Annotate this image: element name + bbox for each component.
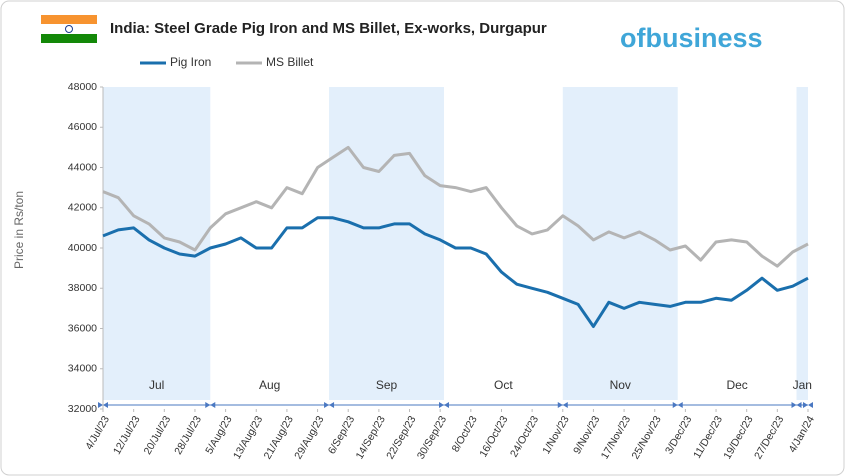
y-tick-label: 34000 <box>68 363 97 375</box>
month-arrow <box>439 402 450 408</box>
chart-title: India: Steel Grade Pig Iron and MS Bille… <box>110 20 547 37</box>
series-line <box>102 145 809 268</box>
month-label: Dec <box>726 378 747 392</box>
month-arrow <box>557 402 568 408</box>
y-tick-label: 32000 <box>68 403 97 415</box>
flag <box>41 15 97 43</box>
y-tick-label: 38000 <box>68 282 97 294</box>
month-band <box>329 87 445 400</box>
y-tick-label: 36000 <box>68 322 97 334</box>
month-label: Jan <box>793 378 812 392</box>
month-label: Oct <box>494 378 513 392</box>
y-tick-label: 40000 <box>68 242 97 254</box>
month-band <box>796 87 808 400</box>
month-arrow <box>803 402 813 408</box>
month-label: Aug <box>259 378 280 392</box>
legend-label: MS Billet <box>266 55 314 69</box>
month-label: Jul <box>149 378 164 392</box>
y-tick-label: 48000 <box>68 81 97 93</box>
y-tick-label: 46000 <box>68 121 97 133</box>
logo: ofbusiness <box>620 23 763 53</box>
legend-label: Pig Iron <box>170 55 211 69</box>
month-arrow <box>672 402 683 408</box>
month-label: Nov <box>610 378 631 392</box>
y-tick-label: 44000 <box>68 161 97 173</box>
month-label: Sep <box>376 378 398 392</box>
month-arrow <box>205 402 216 408</box>
month-arrow <box>791 402 802 408</box>
y-axis-label: Price in Rs/ton <box>12 191 26 269</box>
month-arrow <box>324 402 335 408</box>
series-line <box>102 216 809 328</box>
y-tick-label: 42000 <box>68 202 97 214</box>
